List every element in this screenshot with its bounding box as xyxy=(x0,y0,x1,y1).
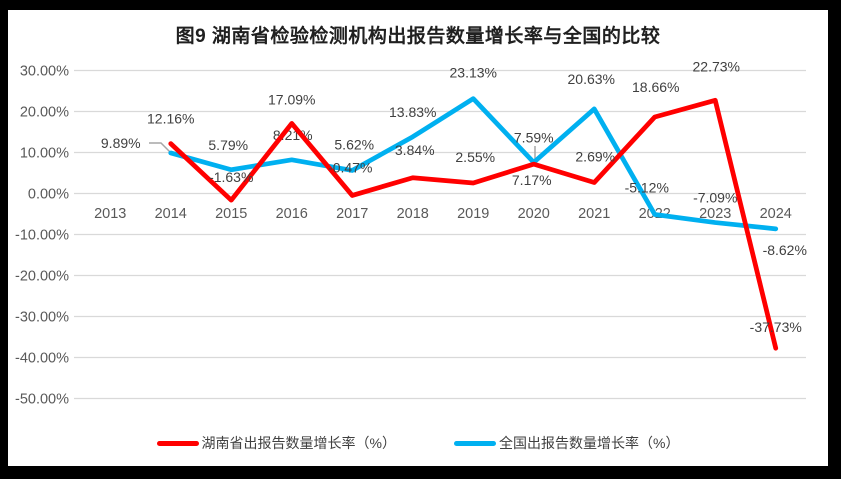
data-label: 9.89% xyxy=(101,135,141,151)
legend-line-national-icon xyxy=(454,440,496,446)
x-tick-label: 2013 xyxy=(94,206,126,222)
data-label: -0.47% xyxy=(328,159,372,175)
data-label: -8.62% xyxy=(763,242,807,258)
data-label: 23.13% xyxy=(450,65,497,81)
x-tick-label: 2016 xyxy=(276,206,308,222)
data-label: 5.79% xyxy=(208,137,248,153)
data-label: 22.73% xyxy=(693,58,740,74)
y-tick-label: -40.00% xyxy=(15,351,69,367)
x-tick-label: 2019 xyxy=(457,206,489,222)
legend-item-national: 全国出报告数量增长率（%） xyxy=(454,433,679,453)
data-label: 17.09% xyxy=(268,91,315,107)
x-tick-label: 2018 xyxy=(397,206,429,222)
x-tick-label: 2015 xyxy=(215,206,247,222)
x-tick-label: 2020 xyxy=(518,206,550,222)
data-label: 3.84% xyxy=(395,142,435,158)
data-label: 5.62% xyxy=(334,136,374,152)
data-label: -5.12% xyxy=(625,179,669,195)
data-label: -37.73% xyxy=(750,319,802,335)
legend-label-national: 全国出报告数量增长率（%） xyxy=(499,435,680,451)
legend-line-hunan-icon xyxy=(156,440,199,446)
data-label: 2.55% xyxy=(455,149,495,165)
legend: 湖南省出报告数量增长率（%） 全国出报告数量增长率（%） xyxy=(8,433,828,453)
data-label: 2.69% xyxy=(575,148,615,164)
plot-svg: 30.00% 20.00% 10.00% 0.00% -10.00% -20.00% -30… xyxy=(15,58,807,408)
legend-item-hunan: 湖南省出报告数量增长率（%） xyxy=(156,433,396,453)
y-tick-label: -30.00% xyxy=(15,310,69,326)
data-label: 20.63% xyxy=(568,71,615,87)
x-tick-label: 2021 xyxy=(578,206,610,222)
y-tick-label: -50.00% xyxy=(15,392,69,408)
series-line-hunan xyxy=(168,97,779,351)
y-tick-label: 20.00% xyxy=(20,105,69,121)
chart-area: 图9 湖南省检验检测机构出报告数量增长率与全国的比较 30.00% 20.00% 1… xyxy=(8,10,828,466)
data-label: 18.66% xyxy=(632,79,679,95)
y-tick-label: 0.00% xyxy=(28,187,69,203)
y-tick-label: -10.00% xyxy=(15,228,69,244)
data-label: -7.09% xyxy=(693,190,737,206)
y-tick-label: 10.00% xyxy=(20,146,69,162)
data-label: -1.63% xyxy=(209,169,253,185)
y-tick-label: -20.00% xyxy=(15,269,69,285)
y-tick-label: 30.00% xyxy=(20,64,69,80)
label-leader xyxy=(149,142,171,153)
x-tick-label: 2017 xyxy=(336,206,368,222)
data-label: 12.16% xyxy=(147,111,194,127)
legend-label-hunan: 湖南省出报告数量增长率（%） xyxy=(201,435,396,451)
x-tick-label: 2014 xyxy=(155,206,187,222)
series-line-national xyxy=(168,96,779,232)
data-label: 7.59% xyxy=(514,129,554,145)
chart-title: 图9 湖南省检验检测机构出报告数量增长率与全国的比较 xyxy=(175,26,661,47)
x-tick-label: 2024 xyxy=(760,206,792,222)
x-tick-label: 2023 xyxy=(699,206,731,222)
data-label: 13.83% xyxy=(389,104,436,120)
data-label: 7.17% xyxy=(512,172,552,188)
